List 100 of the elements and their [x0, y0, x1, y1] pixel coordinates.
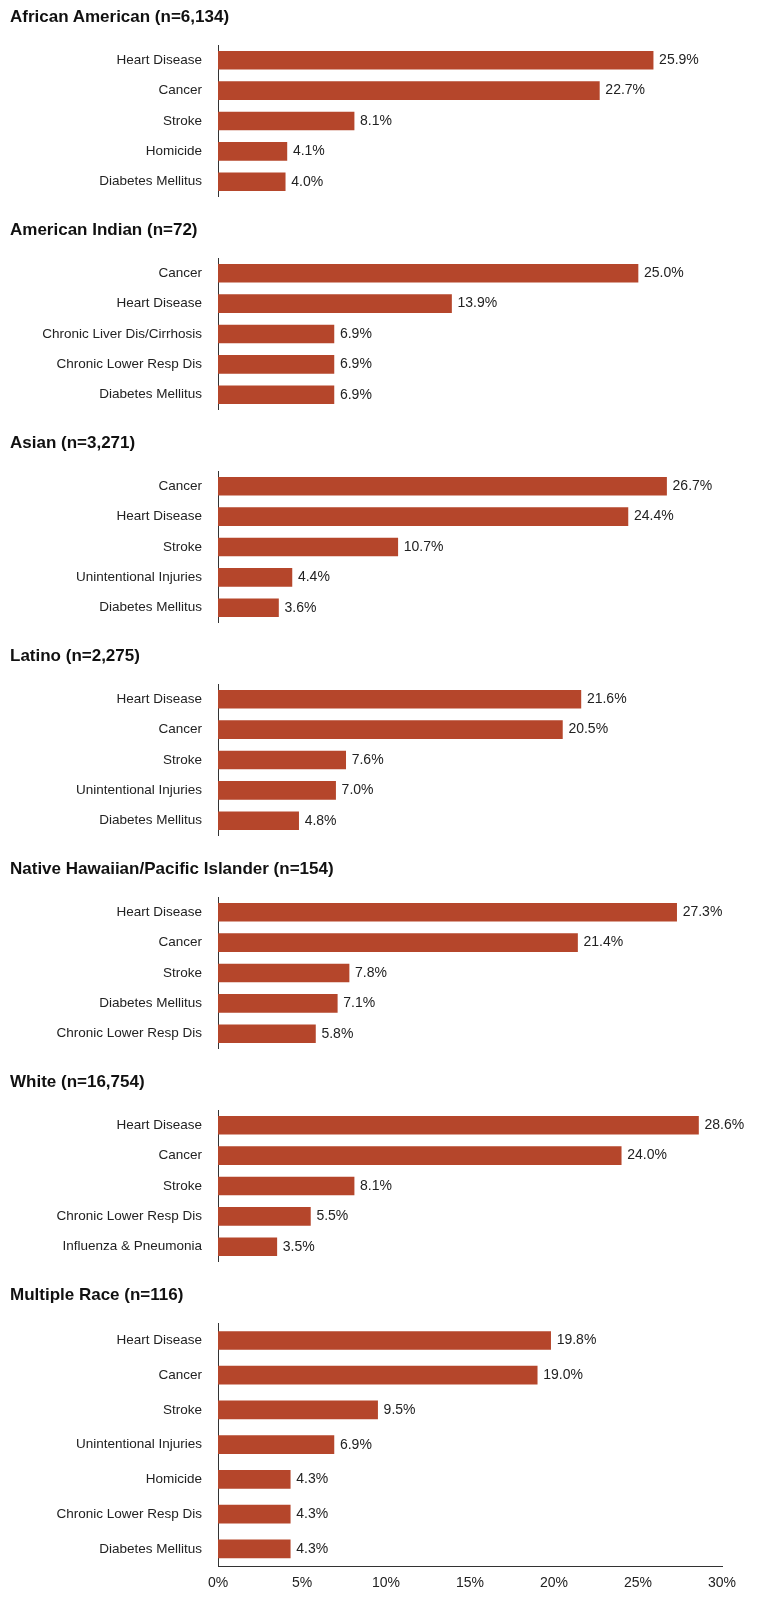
- bar: [218, 50, 654, 70]
- bar: [218, 1504, 291, 1524]
- data-label: 21.6%: [586, 690, 627, 707]
- y-tick-label: Cancer: [158, 265, 203, 280]
- chart-title: African American (n=6,134): [9, 6, 231, 28]
- x-tick-label: 5%: [291, 1574, 313, 1591]
- data-label: 3.5%: [282, 1237, 315, 1254]
- y-tick-label: Heart Disease: [116, 904, 202, 919]
- bar: [218, 172, 286, 192]
- bar: [218, 750, 347, 770]
- bar: [218, 1207, 311, 1226]
- y-tick-label: Unintentional Injuries: [75, 1436, 203, 1452]
- data-label: 19.8%: [556, 1331, 597, 1348]
- chart-title: Multiple Race (n=116): [9, 1284, 185, 1306]
- data-label: 8.1%: [360, 1176, 392, 1193]
- bar: [218, 1331, 551, 1350]
- y-tick-label: Chronic Lower Resp Dis: [56, 1208, 203, 1224]
- data-label: 4.4%: [297, 568, 330, 585]
- bar: [218, 1539, 291, 1559]
- y-tick-label: Cancer: [158, 934, 203, 950]
- data-label: 4.3%: [296, 1504, 329, 1521]
- y-tick-label: Cancer: [158, 82, 203, 98]
- y-tick-label: Homicide: [145, 143, 202, 159]
- y-tick-label: Stroke: [162, 751, 202, 767]
- x-tick-label: 20%: [539, 1574, 569, 1591]
- y-tick-label: Diabetes Mellitus: [99, 995, 203, 1011]
- x-tick-label: 10%: [371, 1574, 401, 1591]
- text: Latino (n=2,275): [9, 645, 141, 667]
- bar: [218, 781, 336, 800]
- data-label: 20.5%: [568, 720, 609, 737]
- data-label: 25.9%: [659, 51, 699, 68]
- data-label: 22.7%: [605, 81, 646, 98]
- data-label: 26.7%: [672, 477, 713, 494]
- data-label: 4.3%: [296, 1539, 329, 1556]
- data-label: 8.1%: [360, 111, 392, 128]
- data-label: 25.0%: [644, 264, 684, 281]
- bar: [218, 1237, 278, 1257]
- y-tick-label: Stroke: [162, 964, 202, 980]
- bar: [218, 994, 338, 1013]
- bar: [218, 933, 578, 952]
- x-tick-label: 25%: [623, 1574, 653, 1591]
- text: Asian (n=3,271): [9, 432, 137, 454]
- data-label: 21.4%: [583, 933, 624, 950]
- y-tick-label: Influenza & Pneumonia: [62, 1238, 203, 1254]
- data-label: 4.0%: [291, 172, 324, 189]
- y-tick-label: Heart Disease: [116, 295, 202, 311]
- bar: [218, 1024, 316, 1044]
- y-tick-label: Heart Disease: [116, 1332, 202, 1348]
- y-tick-label: Cancer: [158, 1147, 203, 1163]
- y-tick-label: Cancer: [158, 1366, 203, 1382]
- y-tick-label: Heart Disease: [116, 691, 202, 706]
- y-tick-label: Chronic Lower Resp Dis: [56, 1025, 203, 1041]
- bar: [218, 902, 677, 922]
- bar: [218, 1115, 699, 1135]
- y-tick-label: Unintentional Injuries: [75, 782, 203, 798]
- bar: [218, 598, 279, 618]
- y-tick-label: Stroke: [162, 1177, 202, 1193]
- bar: [218, 111, 355, 131]
- data-label: 13.9%: [457, 294, 498, 311]
- data-label: 24.0%: [627, 1146, 667, 1163]
- data-label: 6.9%: [339, 324, 372, 341]
- data-label: 27.3%: [682, 903, 723, 920]
- data-label: 5.8%: [321, 1024, 354, 1041]
- bar: [218, 1470, 291, 1489]
- y-tick-label: Cancer: [158, 478, 203, 493]
- data-label: 6.9%: [339, 355, 372, 372]
- y-tick-label: Stroke: [162, 1401, 202, 1417]
- bar: [218, 537, 399, 557]
- data-label: 19.0%: [543, 1366, 583, 1383]
- bar: [218, 963, 350, 983]
- bar: [218, 1400, 378, 1420]
- data-label: 6.9%: [339, 385, 372, 402]
- y-tick-label: Heart Disease: [116, 52, 202, 67]
- text: White (n=16,754): [9, 1071, 146, 1093]
- bar: [218, 720, 563, 739]
- y-tick-label: Chronic Lower Resp Dis: [56, 1505, 203, 1521]
- data-label: 7.0%: [341, 781, 374, 798]
- y-tick-label: Diabetes Mellitus: [99, 599, 203, 615]
- y-tick-label: Stroke: [162, 538, 202, 554]
- data-label: 5.5%: [316, 1207, 349, 1224]
- bar: [218, 689, 582, 709]
- bar: [218, 81, 600, 100]
- y-tick-label: Chronic Lower Resp Dis: [56, 356, 203, 372]
- bar: [218, 507, 629, 526]
- data-label: 4.8%: [304, 811, 337, 828]
- chart-title: Native Hawaiian/Pacific Islander (n=154): [9, 858, 335, 880]
- y-tick-label: Diabetes Mellitus: [99, 386, 203, 402]
- y-tick-label: Heart Disease: [116, 1117, 202, 1132]
- y-tick-label: Homicide: [145, 1471, 202, 1487]
- y-tick-label: Stroke: [162, 112, 202, 128]
- bar: [218, 476, 667, 496]
- bar: [218, 1365, 538, 1385]
- data-label: 9.5%: [383, 1400, 416, 1417]
- bar: [218, 1176, 355, 1196]
- x-tick-label: 15%: [455, 1574, 485, 1591]
- y-tick-label: Cancer: [158, 721, 203, 737]
- data-label: 7.8%: [355, 963, 387, 980]
- data-label: 6.9%: [339, 1435, 372, 1452]
- data-label: 7.1%: [343, 994, 376, 1011]
- y-tick-label: Diabetes Mellitus: [99, 812, 203, 828]
